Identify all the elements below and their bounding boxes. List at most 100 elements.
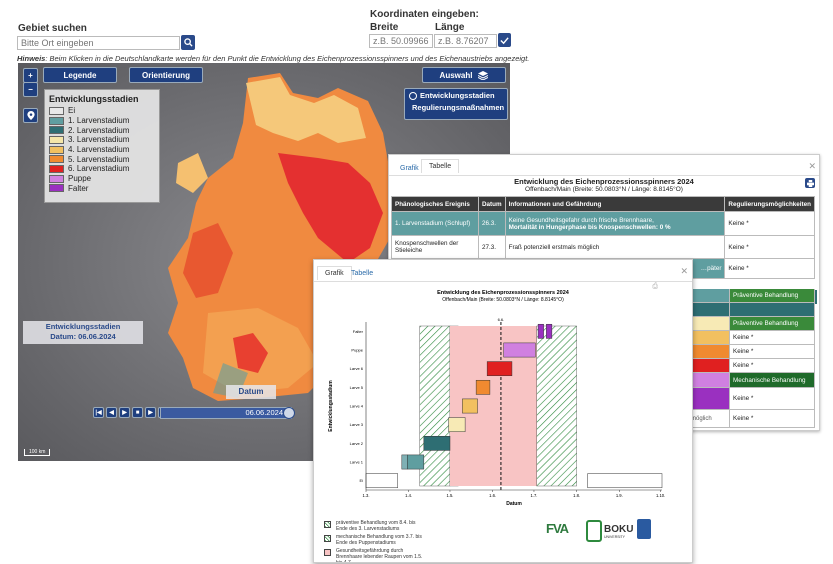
y-tick-label: Falter xyxy=(353,329,364,334)
radio-entwicklungsstadien[interactable]: Entwicklungsstadien xyxy=(405,89,507,102)
y-tick-label: Larve 2 xyxy=(350,441,364,446)
y-tick-label: Puppe xyxy=(351,348,363,353)
coords-title: Koordinaten eingeben: xyxy=(370,9,479,20)
zoom-out-button[interactable]: − xyxy=(23,82,38,97)
boku-logo: BOKU UNIVERSITY xyxy=(586,520,633,542)
legend-button[interactable]: Legende xyxy=(43,67,117,83)
map-legend: Entwicklungsstadien Ei 1. Larvenstadium 2.… xyxy=(44,89,160,203)
chart-legend-swatch xyxy=(324,535,331,542)
legend-item: Falter xyxy=(45,184,159,194)
locate-button[interactable] xyxy=(23,108,38,123)
x-tick-label: 1.3. xyxy=(363,493,370,498)
lon-label: Länge xyxy=(435,22,465,33)
x-tick-label: 1.9. xyxy=(616,493,623,498)
stage-color-cell xyxy=(689,289,729,303)
date-slider[interactable]: 06.06.2024 xyxy=(160,407,295,419)
table-title: Entwicklung des Eichenprozessionsspinner… xyxy=(514,177,694,186)
zone-hatch-green xyxy=(419,325,451,487)
map-info-box: Entwicklungsstadien Datum: 06.06.2024 xyxy=(23,321,143,344)
legend-swatch xyxy=(49,174,64,183)
layer-choice-panel: Entwicklungsstadien Regulierungsmaßnahme… xyxy=(404,88,508,120)
regulation-cell: Keine * xyxy=(729,345,815,359)
print-chart-icon[interactable]: ⎙ xyxy=(652,283,658,290)
regulation-cell: Keine * xyxy=(729,388,815,410)
tab-grafik-active[interactable]: Grafik xyxy=(317,266,352,280)
legend-label: Falter xyxy=(68,183,89,193)
bar-puppe xyxy=(503,342,536,358)
bar-larve-4 xyxy=(462,398,478,414)
zone-hatch-green xyxy=(536,325,577,487)
bar-larve-6 xyxy=(486,361,513,377)
table-row: 1. Larvenstadium (Schlupf) 26.3. Keine G… xyxy=(391,211,815,236)
tab-grafik[interactable]: Grafik xyxy=(400,165,419,172)
regulation-cell: Präventive Behandlung xyxy=(729,317,815,331)
chart-legend-text: mechanische Behandlung vom 3.7. bis Ende… xyxy=(336,534,422,546)
x-tick-label: 1.4. xyxy=(405,493,412,498)
tab-divider xyxy=(314,281,692,282)
date-marker-label: 6.6. xyxy=(498,317,505,322)
stop-icon[interactable]: ■ xyxy=(132,407,143,418)
table-header-row: Phänologisches Ereignis Datum Informatio… xyxy=(391,196,815,212)
x-tick-label: 1.10. xyxy=(656,493,665,498)
bar-larve-5 xyxy=(475,379,491,395)
legend-title: Entwicklungsstadien xyxy=(49,94,139,104)
zoom-in-button[interactable]: + xyxy=(23,68,38,83)
regulation-cell: Präventive Behandlung xyxy=(729,289,815,303)
hint-text: Hinweis: Beim Klicken in die Deutschland… xyxy=(17,54,530,63)
chart-legend-item: mechanische Behandlung vom 3.7. bis Ende… xyxy=(324,534,524,546)
y-tick-label: Ei xyxy=(359,478,363,483)
y-tick-label: Larve 6 xyxy=(350,366,364,371)
slider-handle[interactable] xyxy=(283,407,295,419)
legend-item: 5. Larvenstadium xyxy=(45,154,159,164)
legend-item: 4. Larvenstadium xyxy=(45,145,159,155)
legend-label: 5. Larvenstadium xyxy=(68,154,130,164)
table-footnote: möglich xyxy=(691,416,712,422)
chart-panel: Grafik Tabelle ✕ ⎙ Entwicklung des Eiche… xyxy=(313,259,693,563)
chart-legend-swatch xyxy=(324,521,331,528)
stage-swatches xyxy=(689,289,729,428)
date-label: Datum xyxy=(226,385,276,399)
bar-ei xyxy=(365,473,398,489)
legend-item: Puppe xyxy=(45,174,159,184)
map-view[interactable]: + − Legende Orientierung Auswahl Entwick… xyxy=(18,63,510,461)
bar-larve-3 xyxy=(448,417,466,433)
print-icon xyxy=(806,179,814,187)
legend-label: Puppe xyxy=(68,174,92,184)
choice-button[interactable]: Auswahl xyxy=(422,67,506,83)
y-tick-label: Larve 1 xyxy=(350,460,364,465)
legend-label: 3. Larvenstadium xyxy=(68,135,130,145)
legend-item: 6. Larvenstadium xyxy=(45,164,159,174)
close-chart-icon[interactable]: ✕ xyxy=(680,266,688,276)
legend-label: 2. Larvenstadium xyxy=(68,125,130,135)
chart-legend: präventive Behandlung vom 8.4. bis Ende … xyxy=(324,520,524,562)
coords-submit-button[interactable] xyxy=(498,33,511,47)
legend-swatch xyxy=(49,135,64,144)
stage-color-cell xyxy=(689,317,729,331)
y-tick-label: Larve 3 xyxy=(350,422,364,427)
legend-label: 1. Larvenstadium xyxy=(68,116,130,126)
playback-controls: |◀ ◀ ▶ ■ ▶ ▶| xyxy=(93,407,169,418)
legend-swatch xyxy=(49,145,64,154)
regulation-cell: Mechanische Behandlung xyxy=(729,373,815,388)
legend-swatch xyxy=(49,184,64,193)
search-input[interactable] xyxy=(17,36,180,50)
close-icon[interactable]: ✕ xyxy=(808,161,816,171)
layers-icon xyxy=(478,70,489,80)
prev-icon[interactable]: ◀ xyxy=(106,407,117,418)
orientation-button[interactable]: Orientierung xyxy=(129,67,203,83)
tab-tabelle[interactable]: Tabelle xyxy=(421,159,460,173)
choice-button-label: Auswahl xyxy=(439,70,473,80)
next-icon[interactable]: ▶ xyxy=(145,407,156,418)
bar-larve-1 xyxy=(407,454,425,470)
legend-swatch xyxy=(49,155,64,164)
print-button[interactable] xyxy=(805,178,815,188)
search-button[interactable] xyxy=(181,35,195,50)
lon-input[interactable] xyxy=(434,34,497,48)
x-tick-label: 1.8. xyxy=(573,493,580,498)
first-icon[interactable]: |◀ xyxy=(93,407,104,418)
legend-label: 4. Larvenstadium xyxy=(68,145,130,155)
lat-input[interactable] xyxy=(369,34,433,48)
radio-regulierung[interactable]: Regulierungsmaßnahmen xyxy=(412,103,505,112)
tab-tabelle-inactive[interactable]: Tabelle xyxy=(351,270,374,277)
play-icon[interactable]: ▶ xyxy=(119,407,130,418)
